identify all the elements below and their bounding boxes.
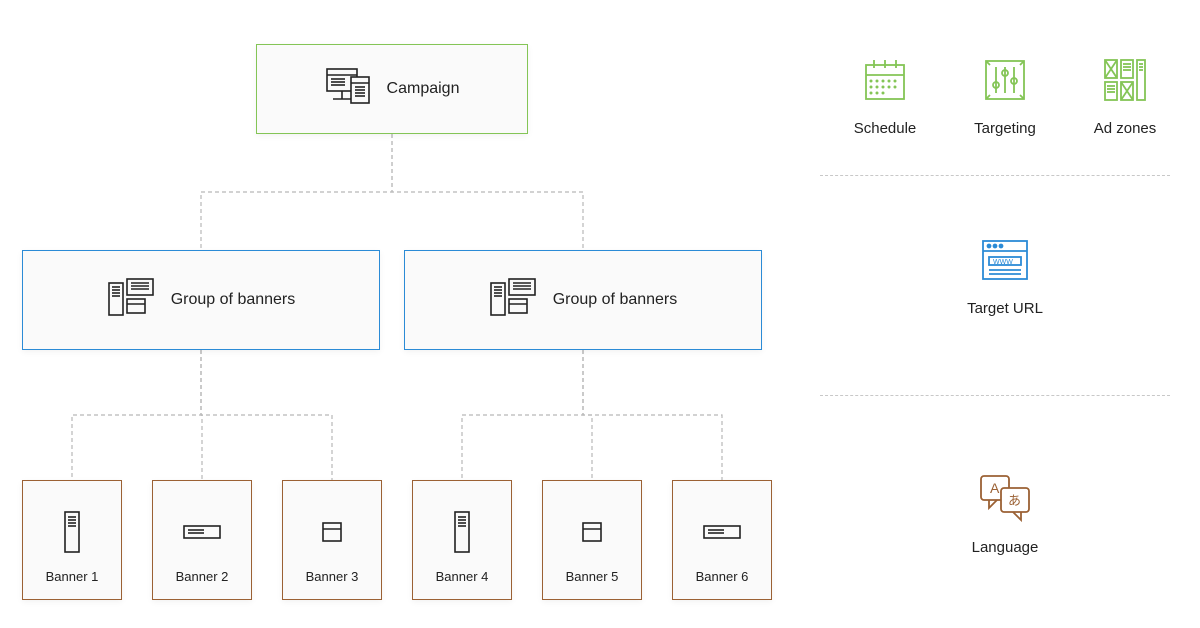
node-banner-4: Banner 5 xyxy=(542,480,642,600)
svg-text:WWW: WWW xyxy=(993,259,1013,266)
schedule-label: Schedule xyxy=(854,120,917,137)
targeting-icon xyxy=(980,55,1030,110)
node-banner-0: Banner 1 xyxy=(22,480,122,600)
banner-label: Banner 4 xyxy=(436,569,489,584)
banner-wide-icon xyxy=(700,510,744,559)
browser-icon: WWW xyxy=(977,235,1033,290)
schedule-icon xyxy=(860,55,910,110)
side-adzones: Ad zones xyxy=(1080,55,1170,137)
banner-label: Banner 1 xyxy=(46,569,99,584)
group-label: Group of banners xyxy=(553,291,678,309)
target-url-label: Target URL xyxy=(967,300,1043,317)
banners-group-icon xyxy=(107,277,157,324)
node-banner-5: Banner 6 xyxy=(672,480,772,600)
banner-square-icon xyxy=(570,510,614,559)
svg-text:あ: あ xyxy=(1008,493,1021,508)
side-divider-2 xyxy=(820,395,1170,396)
node-group-1: Group of banners xyxy=(404,250,762,350)
group-label: Group of banners xyxy=(171,291,296,309)
targeting-label: Targeting xyxy=(974,120,1036,137)
banner-label: Banner 6 xyxy=(696,569,749,584)
banner-tall-icon xyxy=(58,510,86,559)
adzones-label: Ad zones xyxy=(1094,120,1157,137)
node-campaign: Campaign xyxy=(256,44,528,134)
language-icon: A あ xyxy=(975,470,1035,529)
side-schedule: Schedule xyxy=(840,55,930,137)
language-label: Language xyxy=(972,539,1039,556)
svg-text:A: A xyxy=(990,480,1000,496)
banner-tall-icon xyxy=(448,510,476,559)
side-target-url: WWW Target URL xyxy=(945,235,1065,317)
side-targeting: Targeting xyxy=(960,55,1050,137)
node-banner-3: Banner 4 xyxy=(412,480,512,600)
banner-wide-icon xyxy=(180,510,224,559)
node-group-0: Group of banners xyxy=(22,250,380,350)
node-banner-1: Banner 2 xyxy=(152,480,252,600)
banner-label: Banner 5 xyxy=(566,569,619,584)
side-divider-1 xyxy=(820,175,1170,176)
adzones-icon xyxy=(1100,55,1150,110)
computer-icon xyxy=(325,65,373,114)
banner-label: Banner 3 xyxy=(306,569,359,584)
campaign-label: Campaign xyxy=(387,80,460,98)
node-banner-2: Banner 3 xyxy=(282,480,382,600)
banner-label: Banner 2 xyxy=(176,569,229,584)
diagram-canvas: Campaign Group of banners xyxy=(0,0,1200,628)
side-language: A あ Language xyxy=(945,470,1065,556)
banner-square-icon xyxy=(310,510,354,559)
banners-group-icon xyxy=(489,277,539,324)
